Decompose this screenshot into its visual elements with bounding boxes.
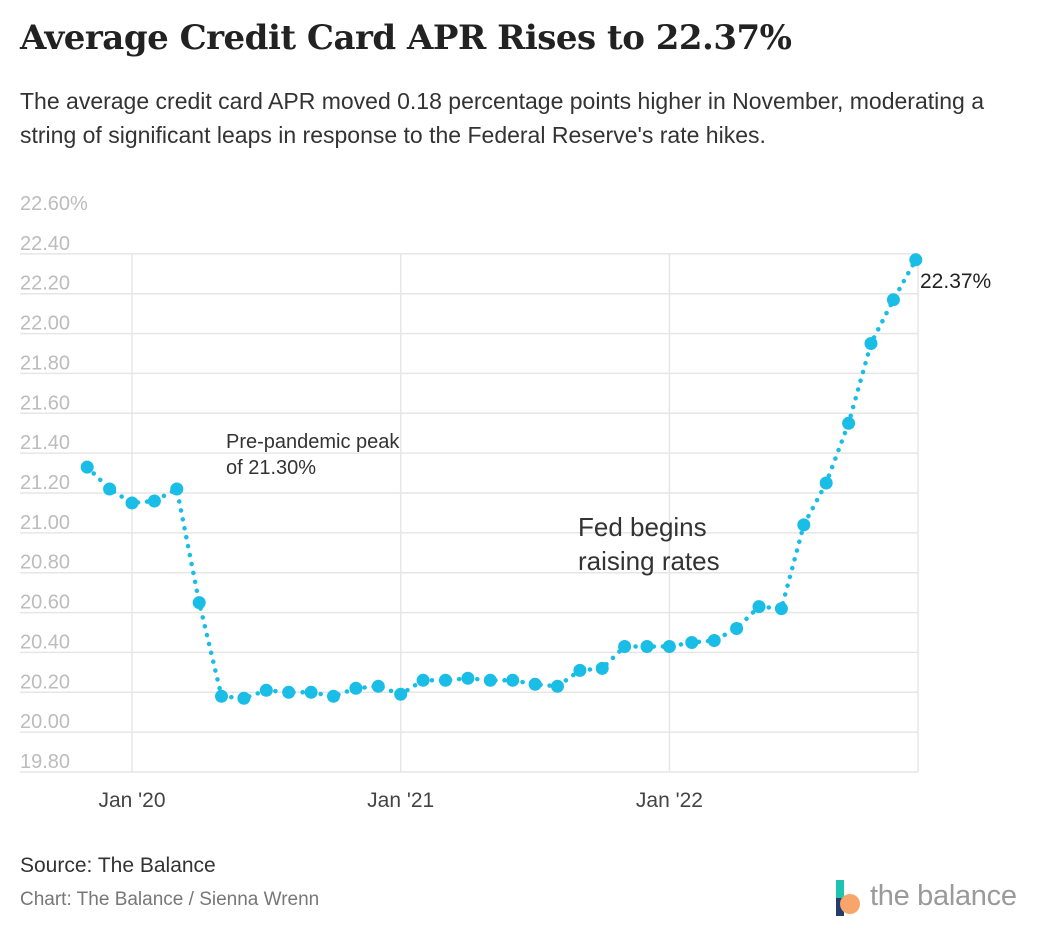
- data-point: [573, 663, 587, 677]
- y-tick-label: 20.40: [20, 631, 70, 653]
- x-axis-tick-labels: Jan '20 Jan '21 Jan '22: [98, 789, 703, 812]
- y-tick-label: 21.20: [20, 472, 70, 494]
- data-point: [349, 681, 363, 695]
- data-point: [551, 679, 564, 693]
- x-tick-label: Jan '21: [367, 789, 434, 812]
- annotation-fed-line-1: Fed begins: [578, 512, 707, 542]
- data-point: [394, 687, 408, 701]
- data-point: [640, 640, 654, 653]
- annotation-fed-line-2: raising rates: [578, 546, 720, 576]
- annotation-pre-pandemic-line-2: of 21.30%: [226, 457, 316, 479]
- data-point: [842, 416, 856, 430]
- the-balance-logo: the balance: [836, 878, 1026, 918]
- logo-text: the balance: [870, 880, 1017, 912]
- y-tick-label: 21.40: [20, 432, 70, 454]
- y-tick-label: 20.80: [20, 552, 70, 574]
- data-point: [618, 640, 632, 653]
- data-point: [730, 622, 744, 635]
- data-point: [192, 596, 206, 610]
- y-tick-label: 22.40: [20, 233, 70, 255]
- y-tick-label: 20.00: [20, 711, 70, 733]
- x-tick-label: Jan '22: [636, 789, 703, 812]
- data-point: [304, 685, 318, 699]
- y-tick-label: 21.00: [20, 512, 70, 534]
- y-tick-label: 20.20: [20, 671, 70, 693]
- data-point: [439, 673, 452, 687]
- data-point: [595, 661, 609, 675]
- chart-credit: Chart: The Balance / Sienna Wrenn: [20, 889, 320, 910]
- data-point: [506, 673, 520, 687]
- apr-series: [80, 253, 923, 705]
- annotations: Pre-pandemic peak of 21.30% Fed begins r…: [226, 270, 991, 576]
- data-point: [864, 337, 878, 350]
- series-line: [84, 257, 919, 701]
- y-tick-label: 21.60: [20, 392, 70, 414]
- data-point: [819, 476, 833, 490]
- y-tick-label: 22.60%: [20, 193, 88, 215]
- data-point: [371, 679, 385, 693]
- data-point: [416, 673, 430, 687]
- data-point: [797, 518, 811, 532]
- data-point: [774, 602, 788, 616]
- logo-mark-icon: [836, 880, 860, 916]
- data-point: [662, 640, 676, 653]
- y-tick-label: 21.80: [20, 352, 70, 374]
- y-axis-tick-labels: 22.60% 22.40 22.20 22.00 21.80 21.60 21.40 21.2…: [20, 193, 88, 773]
- y-tick-label: 22.20: [20, 273, 70, 295]
- data-point: [237, 691, 251, 705]
- data-point: [483, 673, 497, 687]
- data-point: [103, 482, 117, 496]
- chart-title: Average Credit Card APR Rises to 22.37%: [20, 18, 792, 58]
- line-chart: 22.60% 22.40 22.20 22.00 21.80 21.60 21.40 21.2…: [20, 193, 991, 812]
- x-tick-label: Jan '20: [98, 789, 165, 812]
- y-tick-label: 19.80: [20, 751, 70, 773]
- data-point: [461, 671, 475, 685]
- data-point: [752, 600, 766, 614]
- annotation-pre-pandemic-line-1: Pre-pandemic peak: [226, 431, 400, 453]
- source-note: Source: The Balance: [20, 854, 216, 877]
- chart-subtitle: The average credit card APR moved 0.18 p…: [20, 88, 985, 148]
- data-point: [147, 494, 161, 508]
- y-tick-label: 20.60: [20, 592, 70, 614]
- data-point: [685, 636, 699, 649]
- data-point: [327, 689, 340, 703]
- grid-lines: [20, 253, 919, 773]
- data-point: [909, 253, 923, 267]
- data-point: [707, 634, 721, 647]
- data-point: [886, 293, 900, 307]
- data-point: [125, 496, 139, 510]
- data-point: [282, 685, 296, 699]
- data-point: [215, 689, 228, 703]
- data-point: [259, 683, 273, 697]
- end-value-label: 22.37%: [920, 270, 991, 293]
- data-point: [80, 460, 94, 474]
- y-tick-label: 22.00: [20, 313, 70, 335]
- data-point: [170, 482, 184, 496]
- data-point: [528, 677, 542, 691]
